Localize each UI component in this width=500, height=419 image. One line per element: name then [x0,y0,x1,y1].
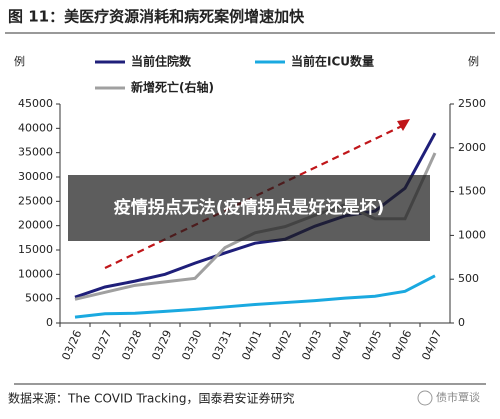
y2-tick-label: 0 [458,316,465,329]
x-tick-label: 03/27 [89,328,114,362]
trend-arrow [104,125,403,269]
y-tick-label: 5000 [25,292,53,305]
y2-unit: 例 [468,54,479,68]
watermark: 债市覃谈 [436,390,480,404]
series-line [74,274,436,319]
x-tick-label: 04/06 [389,328,414,362]
y2-tick-label: 500 [458,272,479,285]
source: 数据来源：The COVID Tracking，国泰君安证券研究 [8,391,295,406]
watermark-icon [417,390,433,406]
x-tick-label: 04/05 [359,328,384,362]
x-tick-label: 04/04 [329,328,354,362]
chart-title: 图 11：美医疗资源消耗和病死案例增速加快 [8,8,305,26]
y-tick-label: 20000 [18,219,53,232]
x-tick-label: 03/29 [149,328,174,362]
y-tick-label: 15000 [18,243,53,256]
y-tick-label: 40000 [18,121,53,134]
x-tick-label: 03/30 [179,328,204,362]
legend-label: 当前住院数 [131,54,192,69]
x-tick-label: 04/07 [419,328,444,362]
y2-tick-label: 2500 [458,97,486,110]
y-tick-label: 10000 [18,267,53,280]
x-tick-label: 03/31 [209,328,234,362]
y-tick-label: 45000 [18,97,53,110]
x-tick-label: 04/03 [299,328,324,362]
arrow-head [397,119,410,131]
y2-tick-label: 1000 [458,228,486,241]
legend-label: 当前在ICU数量 [291,54,374,69]
y2-tick-label: 1500 [458,185,486,198]
overlay-banner: 疫情拐点无法(疫情拐点是好还是坏) [68,175,430,241]
x-tick-label: 04/02 [269,328,294,362]
x-tick-label: 03/26 [59,328,84,362]
legend-label: 新增死亡(右轴) [131,80,214,95]
y-tick-label: 25000 [18,194,53,207]
x-tick-label: 04/01 [239,328,264,362]
y-tick-label: 30000 [18,170,53,183]
x-tick-label: 03/28 [119,328,144,362]
y2-tick-label: 2000 [458,141,486,154]
y-tick-label: 0 [46,316,53,329]
y-unit: 例 [14,54,25,68]
y-tick-label: 35000 [18,146,53,159]
